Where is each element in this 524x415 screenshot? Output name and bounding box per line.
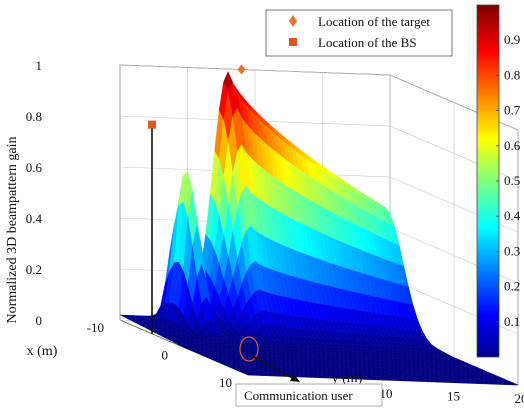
colorbar-tick-label: 0.2 bbox=[504, 279, 520, 294]
colorbar-ticks: 0.1 0.2 0.3 0.4 0.5 0.6 0.7 0.8 0.9 bbox=[496, 32, 521, 329]
x-tick-label: 0 bbox=[162, 348, 169, 363]
colorbar-gradient bbox=[477, 5, 499, 357]
colorbar-tick-label: 0.8 bbox=[504, 67, 520, 82]
z-axis-label: Normalized 3D beampattern gain bbox=[5, 137, 20, 324]
colorbar-tick-label: 0.4 bbox=[504, 208, 521, 223]
callout-text: Communication user bbox=[244, 388, 353, 403]
colorbar-tick-label: 0.5 bbox=[504, 173, 520, 188]
z-tick-label: 0.4 bbox=[26, 211, 43, 226]
legend: Location of the target Location of the B… bbox=[266, 10, 452, 56]
colorbar-tick-label: 0.3 bbox=[504, 243, 520, 258]
y-tick-label: 20 bbox=[515, 391, 524, 406]
x-axis-label: x (m) bbox=[27, 344, 58, 359]
x-tick-label: -10 bbox=[87, 320, 104, 335]
colorbar-tick-label: 0.1 bbox=[504, 314, 520, 329]
legend-target-label: Location of the target bbox=[318, 14, 430, 29]
colorbar-tick-label: 0.9 bbox=[504, 32, 520, 47]
z-tick-label: 0 bbox=[36, 313, 43, 328]
y-tick-label: 15 bbox=[447, 389, 460, 404]
x-tick-label: 10 bbox=[219, 375, 232, 390]
colorbar: 0.1 0.2 0.3 0.4 0.5 0.6 0.7 0.8 0.9 bbox=[477, 5, 521, 357]
legend-bs-label: Location of the BS bbox=[318, 35, 417, 50]
z-tick-label: 0.6 bbox=[26, 160, 43, 175]
z-tick-label: 1 bbox=[36, 58, 43, 73]
legend-bs-marker bbox=[289, 38, 297, 46]
beampattern-surface bbox=[120, 72, 518, 385]
z-tick-label: 0.2 bbox=[26, 262, 42, 277]
bs-marker bbox=[148, 121, 156, 129]
colorbar-tick-label: 0.6 bbox=[504, 138, 521, 153]
z-tick-label: 0.8 bbox=[26, 109, 42, 124]
colorbar-tick-label: 0.7 bbox=[504, 103, 521, 118]
z-axis-ticks: 0 0.2 0.4 0.6 0.8 1 bbox=[26, 58, 43, 328]
target-marker bbox=[238, 65, 246, 75]
grid-line-z bbox=[120, 65, 518, 130]
